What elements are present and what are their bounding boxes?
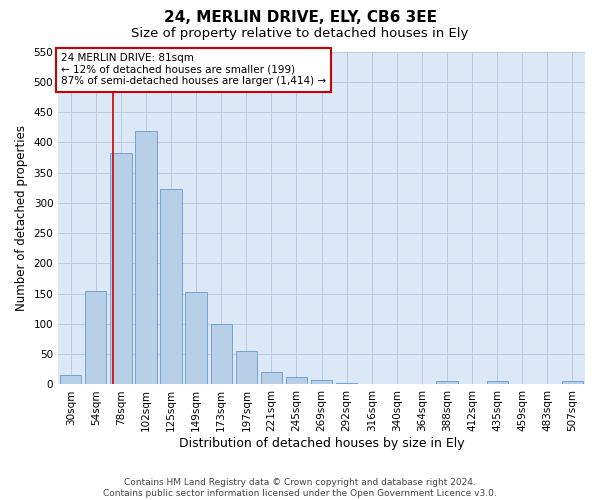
Text: Contains HM Land Registry data © Crown copyright and database right 2024.
Contai: Contains HM Land Registry data © Crown c… [103,478,497,498]
X-axis label: Distribution of detached houses by size in Ely: Distribution of detached houses by size … [179,437,464,450]
Bar [261,372,282,384]
Bar [562,382,583,384]
Bar [136,132,157,384]
Bar [211,324,232,384]
Bar [336,382,358,384]
Bar [286,377,307,384]
Text: Size of property relative to detached houses in Ely: Size of property relative to detached ho… [131,28,469,40]
Bar [160,189,182,384]
Bar [60,376,82,384]
Y-axis label: Number of detached properties: Number of detached properties [15,125,28,311]
Bar [110,152,131,384]
Bar [487,382,508,384]
Bar [436,382,458,384]
Bar [185,292,207,384]
Bar [236,351,257,384]
Bar [311,380,332,384]
Text: 24 MERLIN DRIVE: 81sqm
← 12% of detached houses are smaller (199)
87% of semi-de: 24 MERLIN DRIVE: 81sqm ← 12% of detached… [61,53,326,86]
Bar [85,290,106,384]
Text: 24, MERLIN DRIVE, ELY, CB6 3EE: 24, MERLIN DRIVE, ELY, CB6 3EE [163,10,437,25]
